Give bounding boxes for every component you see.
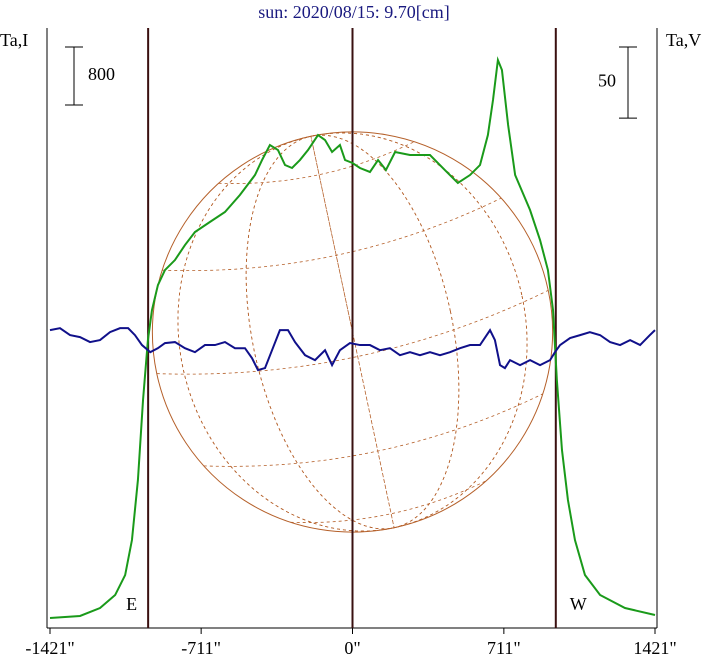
x-tick-label: 711"	[487, 638, 521, 658]
parallel	[162, 197, 502, 271]
parallel	[290, 480, 487, 523]
scale-bar	[65, 46, 83, 106]
scale-bar	[619, 46, 637, 119]
meridian	[245, 134, 460, 530]
parallel	[156, 290, 549, 375]
series-line	[49, 56, 656, 619]
parallel	[203, 393, 543, 467]
y2-axis-label: Ta,V	[666, 30, 701, 50]
limb-label: W	[570, 594, 587, 614]
solar-disk	[151, 131, 554, 533]
scale-bar-label: 800	[88, 64, 115, 84]
x-tick-label: -711"	[181, 638, 221, 658]
limb-label: E	[126, 594, 137, 614]
y-axis-label: Ta,I	[0, 30, 28, 50]
series-line	[49, 327, 656, 372]
parallel	[218, 141, 415, 184]
x-tick-label: -1421"	[25, 638, 74, 658]
scale-bar-label: 50	[598, 71, 616, 91]
chart-title: sun: 2020/08/15: 9.70[cm]	[258, 2, 450, 22]
x-tick-label: 1421"	[633, 638, 676, 658]
meridian	[177, 132, 528, 532]
x-tick-label: 0"	[344, 638, 360, 658]
